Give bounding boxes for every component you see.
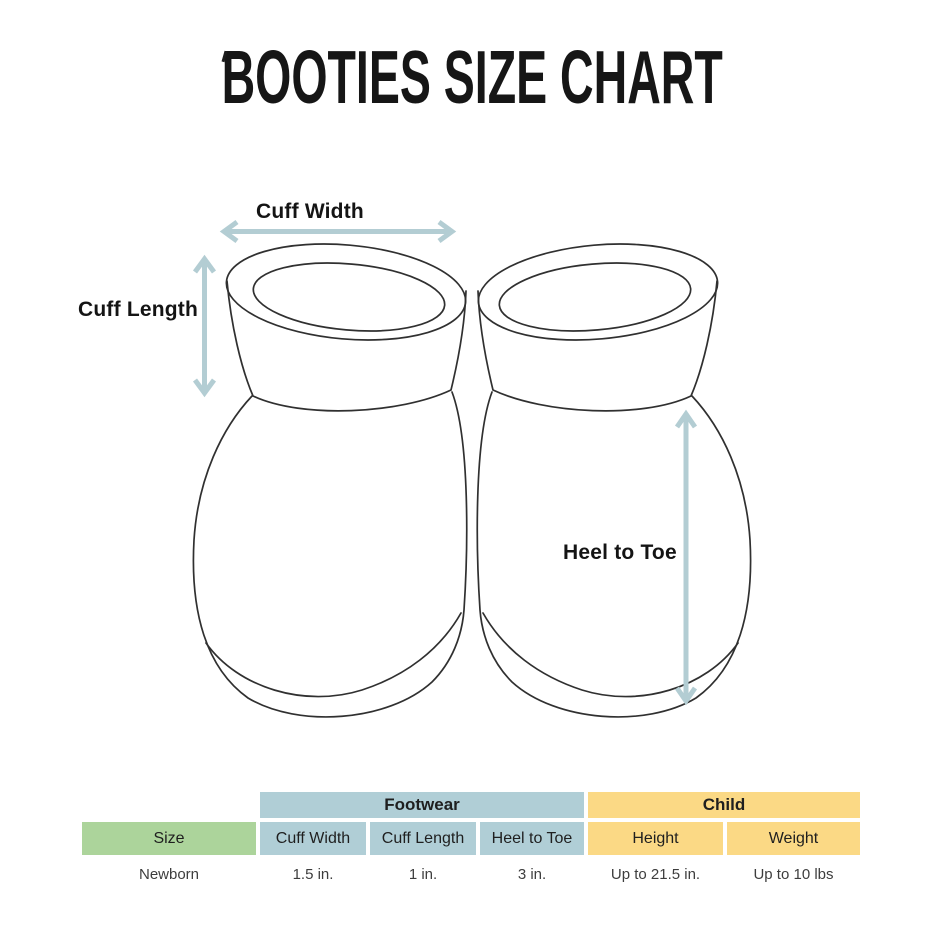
table-cell-size: Newborn (138, 865, 200, 883)
column-header-weight: Weight (727, 822, 860, 855)
bootie-sole-line (205, 612, 462, 698)
heel-to-toe-label: Heel to Toe (563, 541, 677, 564)
cuff-width-arrow (219, 219, 457, 244)
cuff-length-label: Cuff Length (78, 298, 198, 321)
table-cell-cuff-length: 1 in. (408, 865, 438, 883)
heel-to-toe-arrow (674, 409, 698, 706)
column-header-cuff-width: Cuff Width (260, 822, 366, 855)
bootie-left-drawing (192, 243, 468, 718)
table-corner-spacer (82, 792, 256, 818)
column-header-size: Size (82, 822, 256, 855)
bootie-foot-outline (192, 391, 468, 718)
column-header-height: Height (588, 822, 723, 855)
column-header-cuff-length: Cuff Length (370, 822, 476, 855)
cuff-width-label: Cuff Width (256, 200, 364, 223)
table-cell-weight: Up to 10 lbs (753, 865, 834, 883)
bootie-cuff-body (226, 280, 467, 412)
bootie-cuff-outer-rim (225, 243, 467, 341)
table-cell-heel-to-toe: 3 in. (517, 865, 547, 883)
size-table: Footwear Child Size Cuff Width Cuff Leng… (82, 792, 860, 889)
booties-diagram (192, 219, 752, 718)
group-header-footwear: Footwear (260, 792, 584, 818)
group-header-child: Child (588, 792, 860, 818)
column-header-heel-to-toe: Heel to Toe (480, 822, 584, 855)
table-cell-height: Up to 21.5 in. (610, 865, 701, 883)
cuff-length-arrow (192, 254, 217, 398)
bootie-right-drawing (473, 233, 752, 718)
page-title: BOOTIES SIZE CHART (221, 35, 724, 119)
bootie-cuff-inner-rim (252, 262, 446, 332)
table-cell-cuff-width: 1.5 in. (292, 865, 334, 883)
